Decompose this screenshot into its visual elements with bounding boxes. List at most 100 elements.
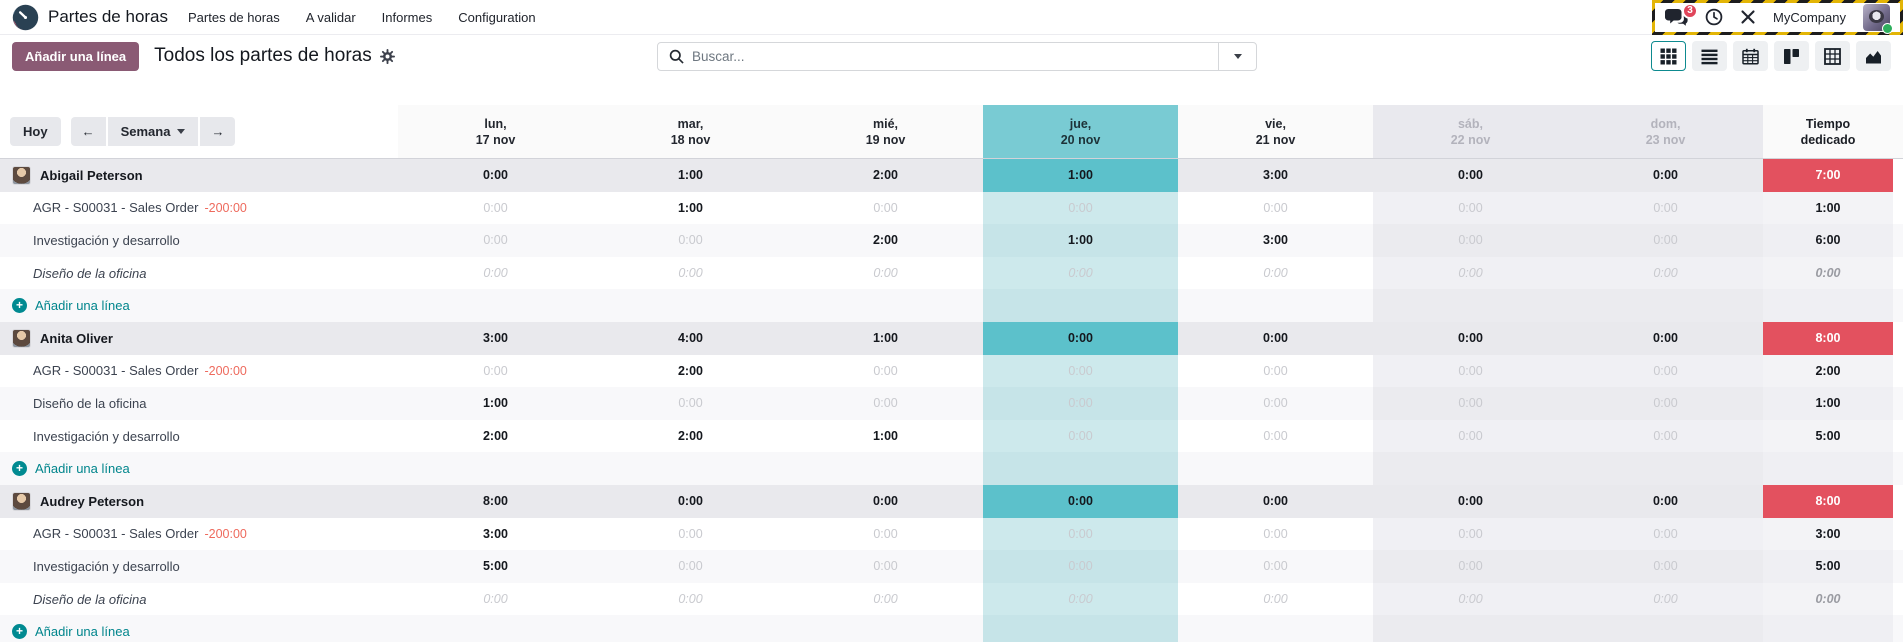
grid-cell[interactable]: 0:00: [1568, 419, 1763, 453]
range-selector-button[interactable]: Semana: [107, 117, 199, 146]
grid-cell[interactable]: 0:00: [788, 582, 983, 616]
search-dropdown-toggle[interactable]: [1218, 43, 1256, 70]
grid-cell[interactable]: 0:00: [1178, 517, 1373, 551]
calendar-view-button[interactable]: [1733, 41, 1768, 71]
grid-cell[interactable]: 0:00: [1373, 191, 1568, 225]
grid-cell[interactable]: [983, 289, 1178, 322]
grid-cell[interactable]: 0:00: [1568, 517, 1763, 551]
menu-item-partes-de-horas[interactable]: Partes de horas: [188, 9, 280, 25]
grid-cell[interactable]: 0:00: [1373, 224, 1568, 257]
grid-cell[interactable]: 0:00: [983, 256, 1178, 290]
add-line-link[interactable]: + Añadir una línea: [12, 624, 130, 640]
add-line-button[interactable]: Añadir una línea: [12, 41, 140, 71]
list-view-button[interactable]: [1692, 41, 1727, 71]
add-line-link[interactable]: + Añadir una línea: [12, 461, 130, 477]
grid-cell[interactable]: 0:00: [593, 224, 788, 257]
today-button[interactable]: Hoy: [10, 117, 61, 146]
grid-cell[interactable]: [1373, 615, 1568, 642]
menu-item-a-validar[interactable]: A validar: [305, 9, 356, 25]
activities-button[interactable]: [1705, 8, 1723, 26]
grid-cell[interactable]: 3:00: [1178, 224, 1373, 257]
grid-cell[interactable]: 0:00: [1568, 354, 1763, 388]
grid-cell[interactable]: 0:00: [983, 582, 1178, 616]
grid-view-button[interactable]: [1651, 41, 1686, 71]
grid-cell[interactable]: 0:00: [1568, 550, 1763, 583]
grid-cell[interactable]: [398, 289, 593, 322]
gear-icon[interactable]: [379, 48, 395, 64]
messages-button[interactable]: 3: [1665, 2, 1699, 26]
grid-cell[interactable]: 0:00: [1568, 582, 1763, 616]
grid-cell[interactable]: [788, 452, 983, 485]
grid-cell[interactable]: 0:00: [593, 582, 788, 616]
user-avatar[interactable]: [1863, 3, 1893, 34]
grid-cell[interactable]: 0:00: [398, 354, 593, 388]
grid-cell[interactable]: 1:00: [788, 419, 983, 453]
grid-cell[interactable]: 0:00: [788, 354, 983, 388]
grid-cell[interactable]: [593, 615, 788, 642]
grid-cell[interactable]: [1568, 289, 1763, 322]
grid-cell[interactable]: 0:00: [1373, 550, 1568, 583]
grid-cell[interactable]: 0:00: [1178, 354, 1373, 388]
grid-cell[interactable]: [398, 615, 593, 642]
graph-view-button[interactable]: [1856, 41, 1891, 71]
grid-cell[interactable]: 0:00: [983, 419, 1178, 453]
grid-cell[interactable]: 0:00: [593, 387, 788, 420]
grid-cell[interactable]: [593, 289, 788, 322]
grid-cell[interactable]: 0:00: [1373, 517, 1568, 551]
grid-cell[interactable]: 0:00: [983, 191, 1178, 225]
grid-cell[interactable]: 0:00: [983, 387, 1178, 420]
grid-cell[interactable]: [1178, 452, 1373, 485]
grid-cell[interactable]: 0:00: [1178, 582, 1373, 616]
grid-cell[interactable]: 0:00: [1178, 387, 1373, 420]
grid-cell[interactable]: 1:00: [593, 191, 788, 225]
debug-tools-button[interactable]: [1740, 9, 1756, 25]
grid-cell[interactable]: 0:00: [1178, 256, 1373, 290]
grid-cell[interactable]: [593, 452, 788, 485]
grid-cell[interactable]: [1178, 289, 1373, 322]
grid-cell[interactable]: [1568, 452, 1763, 485]
next-week-button[interactable]: →: [200, 117, 236, 146]
grid-cell[interactable]: 0:00: [398, 224, 593, 257]
grid-cell[interactable]: [1178, 615, 1373, 642]
grid-cell[interactable]: 0:00: [983, 354, 1178, 388]
grid-cell[interactable]: 3:00: [398, 517, 593, 551]
grid-cell[interactable]: [1373, 452, 1568, 485]
grid-cell[interactable]: 2:00: [398, 419, 593, 453]
grid-cell[interactable]: [983, 452, 1178, 485]
grid-cell[interactable]: 0:00: [983, 517, 1178, 551]
prev-week-button[interactable]: ←: [70, 117, 106, 146]
kanban-view-button[interactable]: [1774, 41, 1809, 71]
grid-cell[interactable]: 1:00: [398, 387, 593, 420]
add-line-link[interactable]: + Añadir una línea: [12, 298, 130, 314]
grid-cell[interactable]: 0:00: [1568, 256, 1763, 290]
grid-cell[interactable]: 0:00: [788, 517, 983, 551]
grid-cell[interactable]: 0:00: [1373, 582, 1568, 616]
grid-cell[interactable]: [788, 289, 983, 322]
search-input[interactable]: [692, 49, 1218, 64]
grid-cell[interactable]: 2:00: [788, 224, 983, 257]
grid-cell[interactable]: 5:00: [398, 550, 593, 583]
grid-cell[interactable]: 0:00: [398, 582, 593, 616]
grid-cell[interactable]: 0:00: [398, 191, 593, 225]
grid-cell[interactable]: 0:00: [593, 550, 788, 583]
grid-cell[interactable]: 0:00: [1373, 419, 1568, 453]
grid-cell[interactable]: 0:00: [1373, 387, 1568, 420]
pivot-view-button[interactable]: [1815, 41, 1850, 71]
grid-cell[interactable]: 0:00: [1373, 354, 1568, 388]
grid-cell[interactable]: 1:00: [983, 224, 1178, 257]
grid-cell[interactable]: 0:00: [398, 256, 593, 290]
grid-cell[interactable]: [1568, 615, 1763, 642]
menu-item-configuration[interactable]: Configuration: [458, 9, 536, 25]
grid-cell[interactable]: [1373, 289, 1568, 322]
grid-cell[interactable]: [398, 452, 593, 485]
grid-cell[interactable]: 2:00: [593, 354, 788, 388]
grid-cell[interactable]: 0:00: [983, 550, 1178, 583]
grid-cell[interactable]: 0:00: [1373, 256, 1568, 290]
grid-cell[interactable]: 0:00: [1568, 224, 1763, 257]
grid-cell[interactable]: 0:00: [788, 256, 983, 290]
grid-cell[interactable]: 0:00: [1568, 387, 1763, 420]
grid-cell[interactable]: 0:00: [788, 191, 983, 225]
grid-cell[interactable]: 0:00: [593, 256, 788, 290]
grid-cell[interactable]: 0:00: [1178, 191, 1373, 225]
grid-cell[interactable]: 0:00: [1568, 191, 1763, 225]
